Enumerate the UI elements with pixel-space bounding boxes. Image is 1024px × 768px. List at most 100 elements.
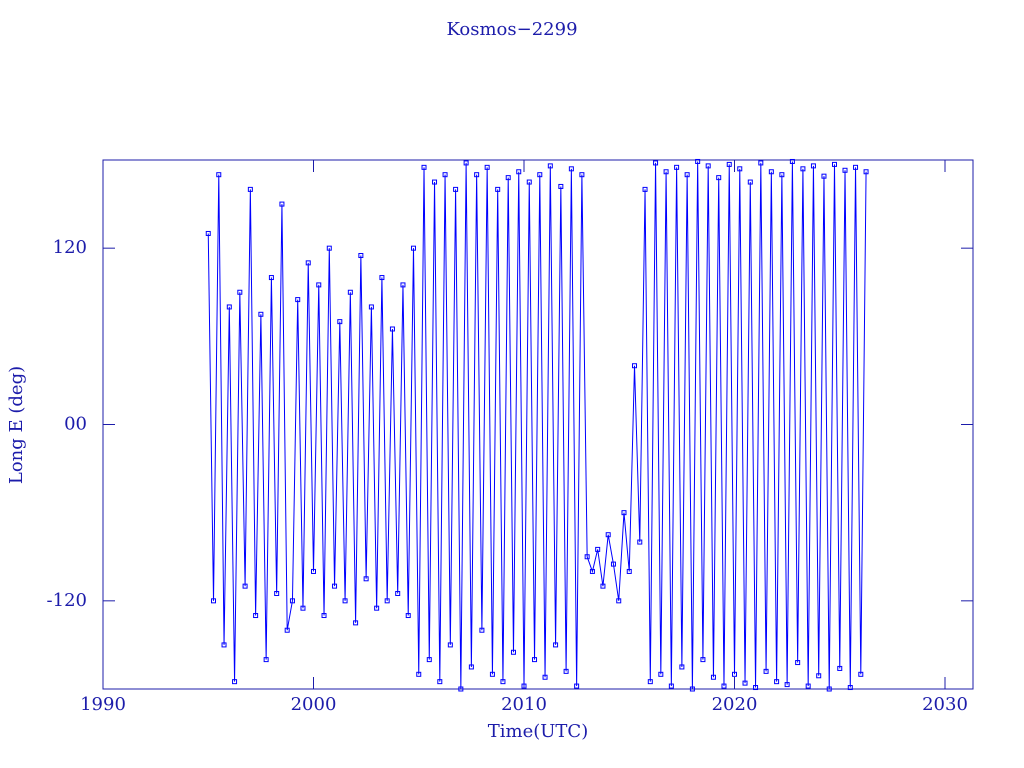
- data-point: [510, 649, 516, 655]
- data-point: [579, 172, 585, 178]
- data-point: [442, 172, 448, 178]
- y-tick-label: 00: [64, 414, 87, 435]
- data-point: [831, 161, 837, 167]
- data-point: [242, 583, 248, 589]
- x-tick-label: 2020: [712, 694, 758, 715]
- data-point: [453, 186, 459, 192]
- data-point: [437, 679, 443, 685]
- data-point: [547, 163, 553, 169]
- data-point: [668, 683, 674, 689]
- data-point: [805, 683, 811, 689]
- data-point: [384, 598, 390, 604]
- data-point: [763, 668, 769, 674]
- data-point: [410, 245, 416, 251]
- data-point: [379, 275, 385, 281]
- data-point: [684, 172, 690, 178]
- data-point: [726, 161, 732, 167]
- data-point: [595, 546, 601, 552]
- data-point: [432, 179, 438, 185]
- data-point: [858, 671, 864, 677]
- data-point: [800, 166, 806, 172]
- data-point: [247, 186, 253, 192]
- data-point: [826, 686, 832, 692]
- data-point: [732, 671, 738, 677]
- data-point: [779, 172, 785, 178]
- data-point: [753, 685, 759, 691]
- data-line: [207, 161, 867, 690]
- data-point: [226, 304, 232, 310]
- data-point: [332, 583, 338, 589]
- data-point: [647, 679, 653, 685]
- x-tick-label: 1990: [80, 694, 126, 715]
- data-point: [321, 613, 327, 619]
- data-point: [837, 665, 843, 671]
- data-point: [679, 664, 685, 670]
- data-point: [358, 253, 364, 259]
- data-point: [589, 568, 595, 574]
- data-point: [584, 554, 590, 560]
- data-point: [274, 590, 280, 596]
- data-point: [416, 671, 422, 677]
- data-point: [737, 166, 743, 172]
- data-point: [232, 679, 238, 685]
- data-point: [695, 158, 701, 164]
- data-point: [300, 605, 306, 611]
- data-point: [558, 183, 564, 189]
- data-point: [279, 201, 285, 207]
- data-point: [505, 175, 511, 181]
- data-point: [347, 289, 353, 295]
- y-tick-label: -120: [47, 590, 87, 611]
- data-point: [463, 160, 469, 166]
- data-point: [821, 173, 827, 179]
- x-axis-label: Time(UTC): [488, 721, 588, 742]
- data-point: [216, 172, 222, 178]
- data-point: [342, 598, 348, 604]
- x-tick-label: 2000: [291, 694, 337, 715]
- data-point: [605, 532, 611, 538]
- data-point: [395, 590, 401, 596]
- data-point: [489, 671, 495, 677]
- data-point: [426, 657, 432, 663]
- data-point: [705, 163, 711, 169]
- data-point: [537, 172, 543, 178]
- data-point: [621, 510, 627, 516]
- data-point: [268, 275, 274, 281]
- data-point: [863, 169, 869, 175]
- y-axis-label: Long E (deg): [6, 366, 27, 484]
- data-point: [663, 169, 669, 175]
- data-point: [795, 660, 801, 666]
- data-point: [326, 245, 332, 251]
- data-point: [211, 598, 217, 604]
- data-point: [368, 304, 374, 310]
- data-point: [700, 657, 706, 663]
- data-point: [816, 673, 822, 679]
- data-point: [653, 160, 659, 166]
- data-point: [400, 282, 406, 288]
- data-point: [568, 166, 574, 172]
- data-point: [626, 568, 632, 574]
- data-point: [421, 164, 427, 170]
- data-point: [479, 627, 485, 633]
- data-point: [405, 613, 411, 619]
- data-point: [468, 664, 474, 670]
- data-point: [521, 683, 527, 689]
- data-point: [784, 682, 790, 688]
- data-point: [526, 179, 532, 185]
- data-point: [289, 598, 295, 604]
- data-point: [474, 172, 480, 178]
- data-point: [553, 642, 559, 648]
- data-point: [642, 186, 648, 192]
- data-point: [742, 680, 748, 686]
- y-tick-label: 120: [53, 237, 87, 258]
- data-point: [458, 686, 464, 692]
- data-point: [774, 679, 780, 685]
- chart-title: Kosmos−2299: [446, 19, 577, 40]
- data-point: [484, 164, 490, 170]
- data-point: [610, 561, 616, 567]
- data-point: [637, 539, 643, 545]
- data-point: [674, 164, 680, 170]
- data-point: [721, 683, 727, 689]
- data-point: [237, 289, 243, 295]
- data-point: [337, 319, 343, 325]
